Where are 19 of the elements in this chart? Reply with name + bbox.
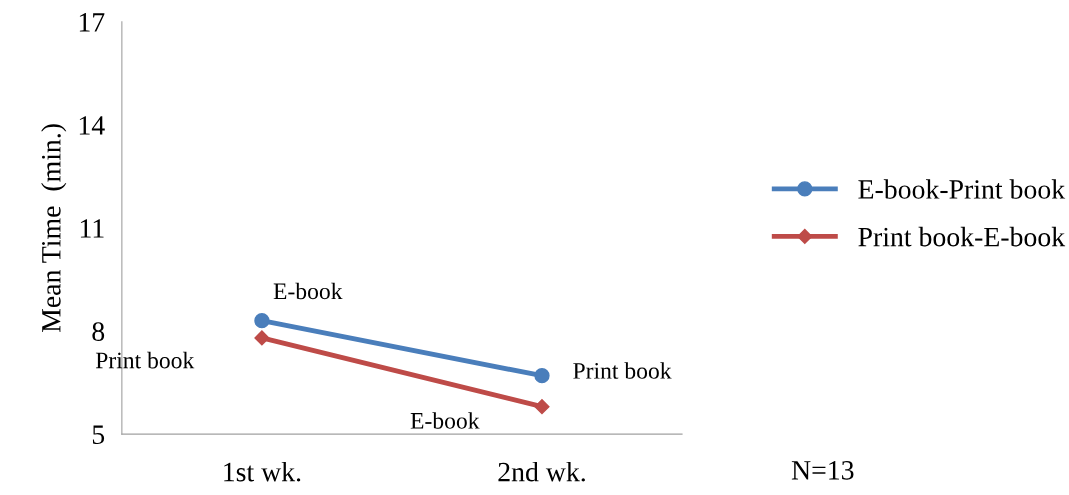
- y-axis-title: Mean Time (min.): [41, 124, 67, 333]
- point: [534, 368, 550, 384]
- annotation: Print book: [95, 351, 195, 369]
- x-tick-label: 2nd wk.: [498, 461, 585, 482]
- y-tick-label: 14: [79, 116, 105, 135]
- point: [254, 330, 270, 346]
- point: [254, 313, 270, 329]
- annotation: Print book: [573, 362, 672, 379]
- legend-label: E-book-Print book: [858, 179, 1066, 199]
- text: N=13: [791, 461, 854, 480]
- y-tick-label: 8: [92, 322, 105, 341]
- y-tick-label: 17: [79, 13, 105, 32]
- y-tick-label: 5: [92, 425, 105, 445]
- legend-label: Print book-E-book: [858, 226, 1066, 247]
- y-tick-label: 11: [80, 219, 104, 238]
- point: [534, 399, 550, 415]
- x-tick-label: 1st wk.: [224, 461, 301, 482]
- annotation: E-book: [273, 282, 343, 300]
- annotation: E-book: [410, 412, 480, 429]
